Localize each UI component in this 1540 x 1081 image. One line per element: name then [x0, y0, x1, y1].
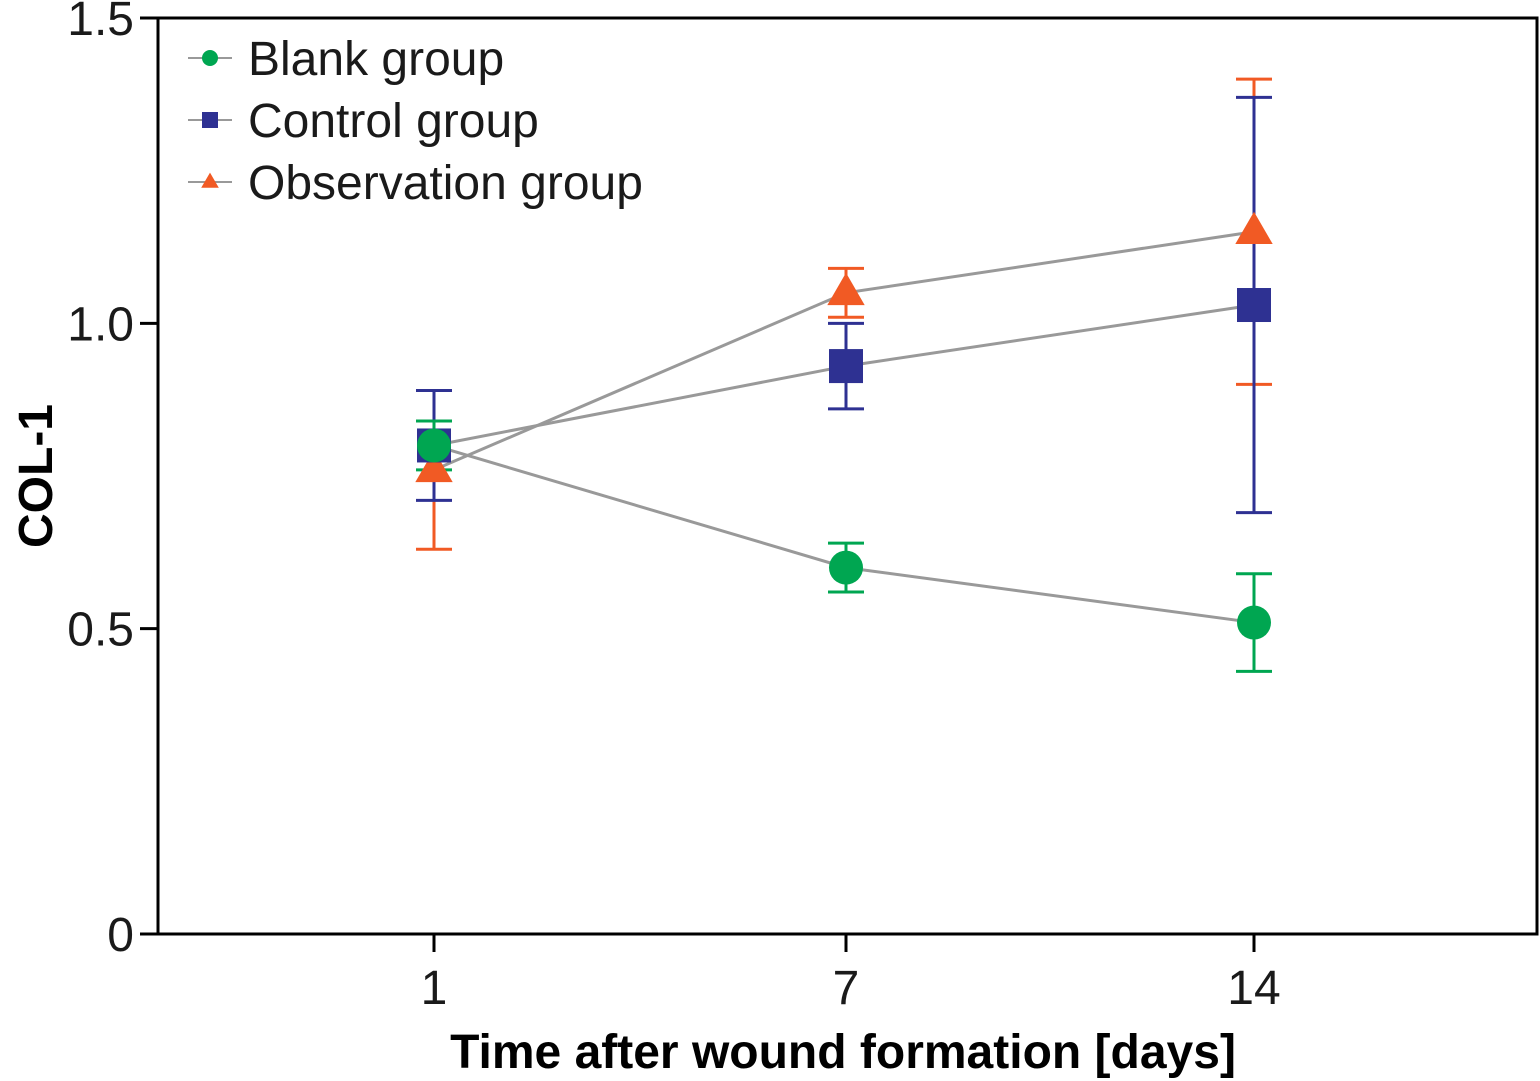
axes: 0 0.5 1.0 1.5 1 7 14 [67, 0, 1539, 1015]
data-point-triangle [1235, 211, 1273, 245]
x-tick-label: 1 [421, 962, 448, 1015]
data-markers [415, 211, 1273, 640]
legend-label: Observation group [248, 157, 643, 210]
x-tick-label: 7 [833, 962, 860, 1015]
data-point-circle [417, 428, 451, 463]
legend-marker-square [202, 112, 218, 128]
legend-label: Blank group [248, 33, 504, 86]
series-line-circle [433, 444, 1255, 625]
x-tick-label: 14 [1227, 962, 1280, 1015]
data-point-circle [1237, 605, 1271, 640]
y-tick-label: 0 [107, 909, 134, 962]
data-point-circle [829, 550, 863, 585]
legend: Blank group Control group Observation grou… [188, 33, 643, 210]
data-point-square [829, 349, 863, 384]
y-tick-label: 0.5 [67, 604, 134, 657]
data-point-triangle [827, 272, 865, 306]
y-tick-label: 1.0 [67, 298, 134, 351]
legend-label: Control group [248, 95, 539, 148]
x-axis-title: Time after wound formation [days] [450, 1026, 1236, 1079]
legend-marker-circle [202, 50, 218, 66]
data-point-square [1237, 288, 1271, 323]
y-axis-title: COL-1 [10, 404, 63, 548]
data-point-triangle [415, 449, 453, 483]
legend-marker-triangle [201, 172, 219, 188]
y-tick-label: 1.5 [67, 0, 134, 46]
plot-frame [156, 16, 1539, 936]
